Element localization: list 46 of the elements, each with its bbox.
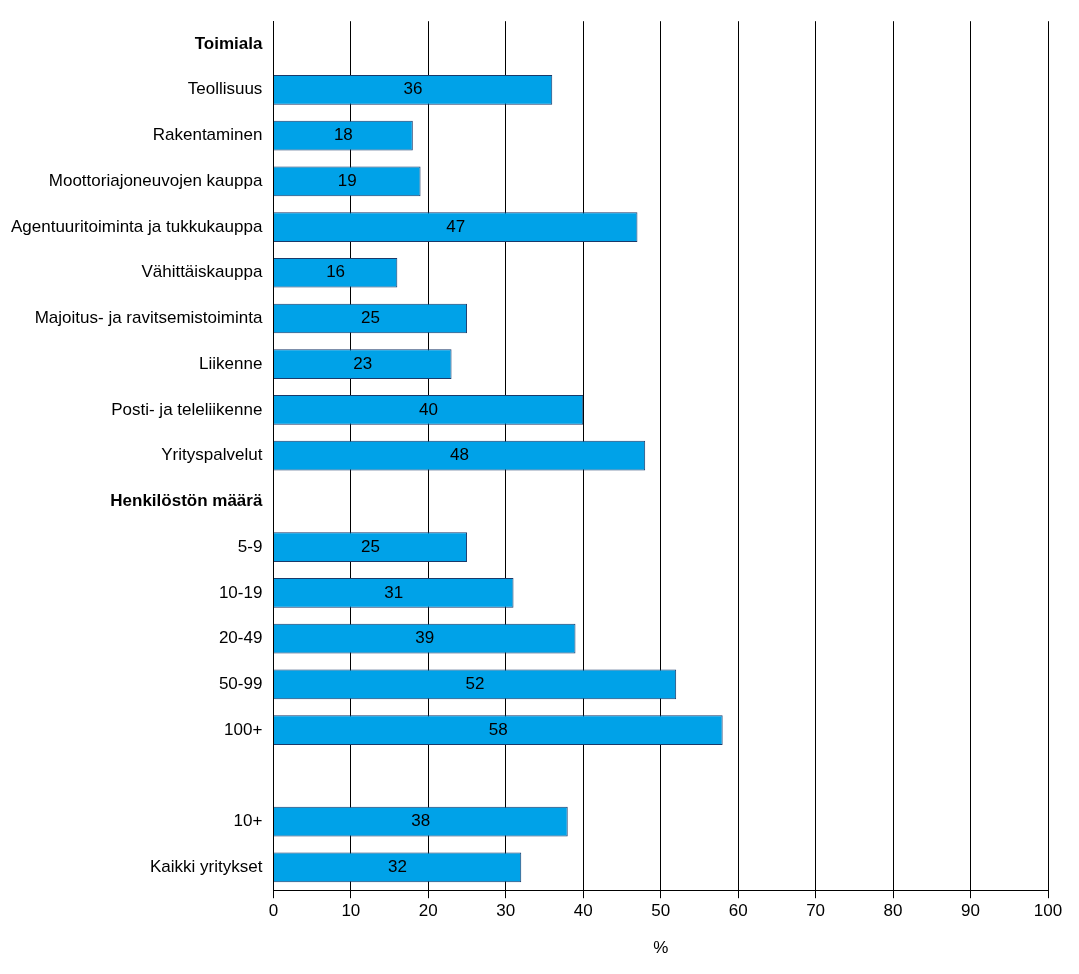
y-tick-label: 20-49 bbox=[218, 628, 263, 648]
data-label: 25 bbox=[361, 308, 380, 328]
x-tick-label: 90 bbox=[961, 901, 980, 921]
data-label: 39 bbox=[415, 628, 435, 648]
data-label: 36 bbox=[403, 79, 423, 99]
y-tick-label: Vähittäiskauppa bbox=[141, 262, 263, 282]
x-tick-label: 60 bbox=[728, 901, 748, 921]
y-tick-label: Henkilöstön määrä bbox=[110, 491, 263, 511]
y-tick-label: Majoitus- ja ravitsemistoiminta bbox=[34, 308, 263, 328]
data-label: 19 bbox=[337, 170, 357, 190]
data-label: 25 bbox=[361, 536, 380, 556]
y-tick-label: Teollisuus bbox=[187, 79, 263, 99]
x-tick-label: 50 bbox=[651, 901, 671, 921]
x-tick-label: 20 bbox=[418, 901, 438, 921]
x-tick-label: 0 bbox=[268, 901, 279, 921]
data-label: 32 bbox=[388, 857, 408, 877]
y-tick-label: 10-19 bbox=[218, 582, 263, 602]
y-tick-label: Agentuuritoiminta ja tukkukauppa bbox=[10, 216, 263, 236]
y-tick-label: Posti- ja teleliikenne bbox=[111, 399, 263, 419]
data-label: 58 bbox=[488, 719, 508, 739]
y-tick-label: Kaikki yritykset bbox=[149, 857, 263, 877]
y-tick-label: Toimiala bbox=[194, 33, 263, 53]
data-label: 18 bbox=[333, 125, 353, 145]
y-tick-label: 100+ bbox=[224, 719, 263, 739]
y-tick-label: Moottoriajoneuvojen kauppa bbox=[48, 170, 263, 190]
data-label: 31 bbox=[384, 582, 404, 602]
x-tick-label: 30 bbox=[496, 901, 516, 921]
data-label: 48 bbox=[450, 445, 469, 465]
data-label: 47 bbox=[446, 216, 466, 236]
x-tick-label: 100 bbox=[1033, 901, 1063, 921]
data-label: 23 bbox=[353, 353, 373, 373]
y-tick-label: 10+ bbox=[233, 811, 263, 831]
data-label: 40 bbox=[419, 399, 439, 419]
x-tick-label: 10 bbox=[341, 901, 361, 921]
data-label: 52 bbox=[465, 674, 485, 694]
y-tick-label: Liikenne bbox=[199, 353, 263, 373]
x-axis-title: % bbox=[653, 938, 669, 958]
y-tick-label: Rakentaminen bbox=[152, 125, 263, 145]
y-tick-label: Yrityspalvelut bbox=[161, 445, 263, 465]
x-tick-label: 70 bbox=[806, 901, 826, 921]
x-tick-label: 40 bbox=[573, 901, 593, 921]
data-label: 16 bbox=[326, 262, 346, 282]
data-label: 38 bbox=[411, 811, 431, 831]
y-tick-label: 50-99 bbox=[218, 674, 263, 694]
y-tick-label: 5-9 bbox=[237, 536, 263, 556]
x-tick-label: 80 bbox=[883, 901, 903, 921]
